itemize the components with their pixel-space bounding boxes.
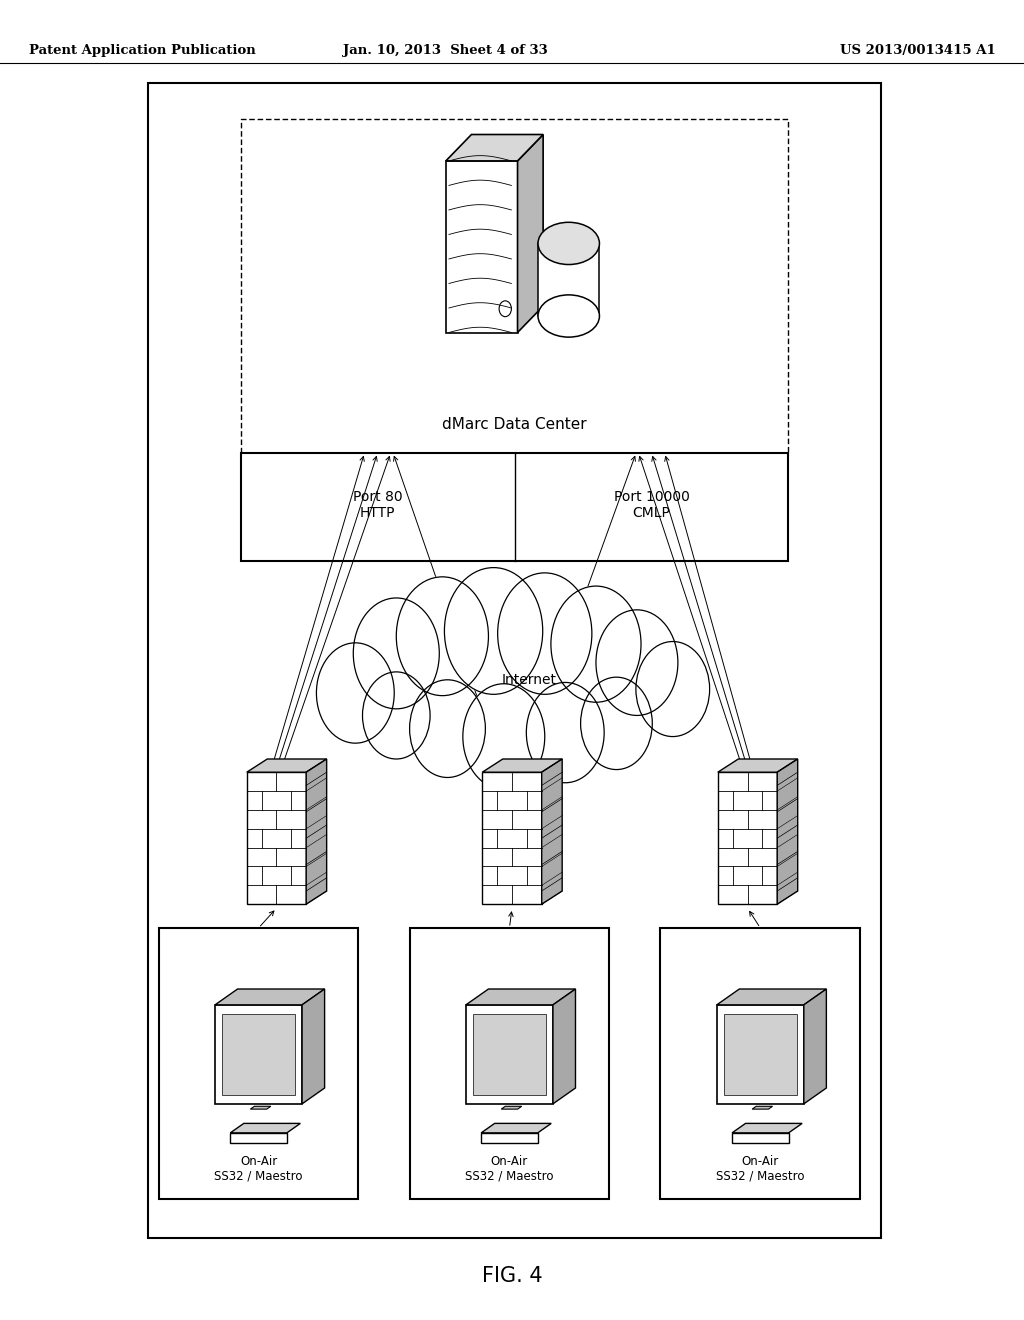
Polygon shape xyxy=(222,1014,295,1094)
Polygon shape xyxy=(306,759,327,904)
Text: Port 80
HTTP: Port 80 HTTP xyxy=(353,490,402,520)
Polygon shape xyxy=(732,1123,802,1133)
Text: Patent Application Publication: Patent Application Publication xyxy=(29,44,255,57)
Polygon shape xyxy=(804,989,826,1104)
Text: dMarc Data Center: dMarc Data Center xyxy=(442,417,587,432)
Polygon shape xyxy=(481,1123,551,1133)
Circle shape xyxy=(596,610,678,715)
Bar xyxy=(660,928,860,1199)
Polygon shape xyxy=(717,1005,804,1104)
Polygon shape xyxy=(482,772,542,904)
Polygon shape xyxy=(718,772,777,904)
Polygon shape xyxy=(247,772,306,904)
Circle shape xyxy=(463,684,545,789)
Circle shape xyxy=(526,682,604,783)
Bar xyxy=(148,83,881,1238)
Circle shape xyxy=(353,598,439,709)
Circle shape xyxy=(362,672,430,759)
Polygon shape xyxy=(215,1005,302,1104)
Text: Jan. 10, 2013  Sheet 4 of 33: Jan. 10, 2013 Sheet 4 of 33 xyxy=(343,44,548,57)
Circle shape xyxy=(551,586,641,702)
Ellipse shape xyxy=(538,222,599,264)
Circle shape xyxy=(444,568,543,694)
Polygon shape xyxy=(215,989,325,1005)
Text: On-Air
SS32 / Maestro: On-Air SS32 / Maestro xyxy=(716,1155,805,1183)
Polygon shape xyxy=(482,759,562,772)
Circle shape xyxy=(581,677,652,770)
Polygon shape xyxy=(473,1014,546,1094)
Polygon shape xyxy=(718,759,798,772)
Polygon shape xyxy=(502,1106,521,1109)
Polygon shape xyxy=(732,1133,788,1143)
Circle shape xyxy=(498,573,592,694)
Polygon shape xyxy=(230,1133,287,1143)
Polygon shape xyxy=(466,989,575,1005)
Polygon shape xyxy=(445,161,517,333)
Text: On-Air
SS32 / Maestro: On-Air SS32 / Maestro xyxy=(214,1155,303,1183)
Bar xyxy=(241,119,788,455)
Ellipse shape xyxy=(538,294,599,337)
Circle shape xyxy=(410,680,485,777)
Text: Internet: Internet xyxy=(502,673,557,686)
Polygon shape xyxy=(542,759,562,904)
Polygon shape xyxy=(777,759,798,904)
Polygon shape xyxy=(717,989,826,1005)
Polygon shape xyxy=(752,1106,772,1109)
Text: Port 10000
CMLP: Port 10000 CMLP xyxy=(613,490,689,520)
Bar xyxy=(241,453,788,561)
Polygon shape xyxy=(517,135,543,333)
Circle shape xyxy=(636,642,710,737)
Text: On-Air
SS32 / Maestro: On-Air SS32 / Maestro xyxy=(465,1155,554,1183)
Polygon shape xyxy=(466,1005,553,1104)
Circle shape xyxy=(396,577,488,696)
Circle shape xyxy=(316,643,394,743)
Polygon shape xyxy=(445,135,543,161)
Polygon shape xyxy=(724,1014,797,1094)
Text: FIG. 4: FIG. 4 xyxy=(481,1266,543,1287)
Bar xyxy=(159,928,358,1199)
Bar xyxy=(410,928,609,1199)
Text: US 2013/0013415 A1: US 2013/0013415 A1 xyxy=(840,44,995,57)
Polygon shape xyxy=(230,1123,300,1133)
Polygon shape xyxy=(302,989,325,1104)
Polygon shape xyxy=(553,989,575,1104)
Bar xyxy=(538,243,599,315)
Polygon shape xyxy=(481,1133,538,1143)
Polygon shape xyxy=(247,759,327,772)
Polygon shape xyxy=(250,1106,270,1109)
